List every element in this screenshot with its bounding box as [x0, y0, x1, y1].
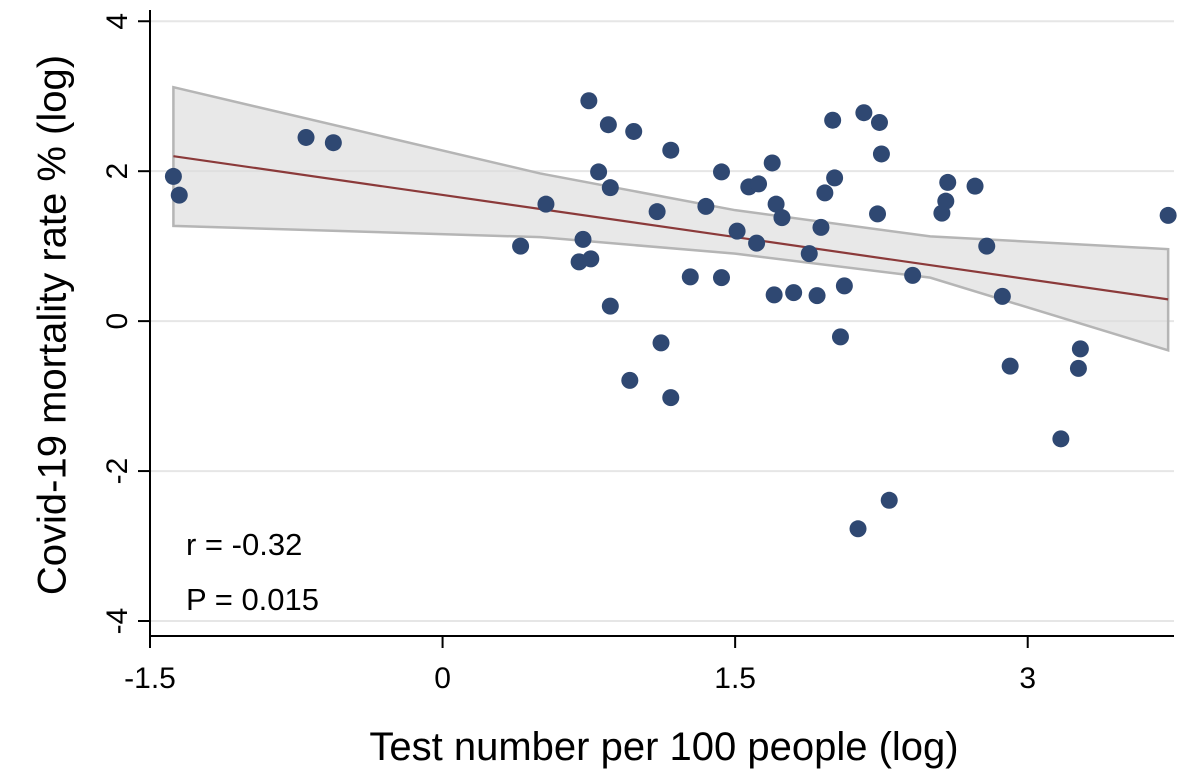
data-point: [824, 111, 842, 129]
data-point: [800, 245, 818, 263]
data-point: [826, 169, 844, 187]
data-point: [662, 141, 680, 159]
tick-labels: -4 -2 0 2 4 -1.5 0 1.5 3: [101, 13, 1036, 695]
data-point: [712, 269, 730, 287]
data-point: [1001, 357, 1019, 375]
data-point: [662, 389, 680, 407]
data-point: [297, 128, 315, 146]
data-point: [750, 175, 768, 193]
data-point: [712, 163, 730, 181]
p-value-annotation: P = 0.015: [186, 582, 319, 617]
gridlines: [150, 20, 1174, 623]
data-point: [812, 218, 830, 236]
data-point: [512, 237, 530, 255]
data-point: [870, 113, 888, 131]
data-point: [773, 209, 791, 227]
data-point: [904, 266, 922, 284]
x-axis-title: Test number per 100 people (log): [369, 725, 958, 769]
data-point: [1069, 359, 1087, 377]
data-point: [978, 237, 996, 255]
data-point: [831, 328, 849, 346]
data-point: [835, 277, 853, 295]
data-point: [599, 116, 617, 134]
y-tick-label: 4: [101, 13, 134, 30]
y-tick-label: -2: [101, 458, 134, 485]
regression-line: [173, 155, 1169, 301]
data-point: [855, 104, 873, 122]
data-point: [993, 287, 1011, 305]
data-point: [170, 186, 188, 204]
data-point: [937, 192, 955, 210]
data-point: [648, 203, 666, 221]
data-point: [164, 167, 182, 185]
data-point: [580, 92, 598, 110]
y-tick-label: 2: [101, 163, 134, 180]
data-point: [681, 268, 699, 286]
data-point: [816, 184, 834, 202]
confidence-band: [172, 85, 1170, 353]
x-tick-label: 3: [1019, 662, 1036, 695]
data-point: [652, 334, 670, 352]
data-point: [728, 222, 746, 240]
data-point: [966, 177, 984, 195]
data-point: [763, 154, 781, 172]
x-tick-label: 0: [434, 662, 451, 695]
data-point: [1071, 340, 1089, 358]
data-point: [537, 195, 555, 213]
data-point: [590, 163, 608, 181]
data-point: [697, 197, 715, 215]
data-point: [808, 287, 826, 305]
data-point: [601, 297, 619, 315]
data-point: [1052, 430, 1070, 448]
confidence-band-layer: [172, 85, 1170, 353]
correlation-annotation: r = -0.32: [186, 527, 302, 562]
y-tick-label: 0: [101, 313, 134, 330]
data-point: [939, 173, 957, 191]
data-point: [880, 491, 898, 509]
data-point: [872, 145, 890, 163]
data-point: [582, 250, 600, 268]
data-point: [574, 230, 592, 248]
data-point: [324, 134, 342, 152]
data-point: [625, 122, 643, 140]
data-point: [869, 205, 887, 223]
data-point: [767, 195, 785, 213]
data-point: [621, 371, 639, 389]
data-point: [785, 284, 803, 302]
data-point: [601, 179, 619, 197]
data-points: [164, 92, 1177, 538]
x-tick-label: 1.5: [714, 662, 756, 695]
x-tick-label: -1.5: [124, 662, 176, 695]
data-point: [849, 520, 867, 538]
y-axis-title: Covid-19 mortality rate % (log): [31, 55, 75, 595]
data-point: [765, 286, 783, 304]
y-tick-label: -4: [101, 608, 134, 635]
data-point: [748, 234, 766, 252]
data-point: [1159, 206, 1177, 224]
axes: [138, 10, 1174, 648]
